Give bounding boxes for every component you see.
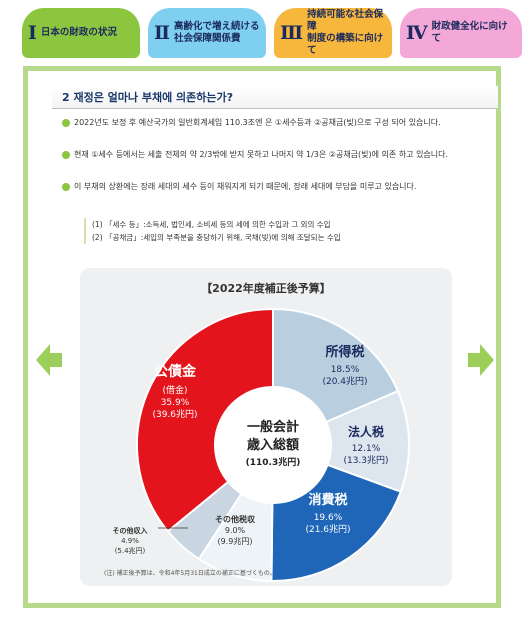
center-label-2: (110.3兆円) — [246, 456, 301, 468]
chart-title: 【2022年度補正後予算】 — [201, 282, 331, 295]
tab-chapter-3[interactable]: Ⅲ 持続可能な社会保障 制度の構築に向けて — [274, 8, 392, 58]
slice-label-4: その他収入 — [113, 526, 148, 535]
tab-number: Ⅰ — [28, 22, 37, 44]
center-label-1: 歳入総額 — [247, 437, 299, 453]
tab-label: 日本の財政の状況 — [40, 27, 117, 38]
tab-chapter-1[interactable]: Ⅰ 日本の財政の状況 — [22, 8, 140, 58]
chapter-tabs: Ⅰ 日本の財政の状況 Ⅱ 高齢化で増え続ける 社会保障関係費 Ⅲ 持続可能な社会… — [22, 8, 522, 60]
tab-label: 持続可能な社会保障 制度の構築に向けて — [307, 9, 384, 56]
slice-label-2: (21.6兆円) — [305, 524, 350, 535]
definition-notes: (1) 「세수 등」:소득세, 법인세, 소비세 등의 세에 의한 수입과 그 … — [84, 218, 490, 244]
note-2: (2) 「공채금」:세입의 부족분을 충당하기 위해, 국채(빚)에 의해 조달… — [92, 233, 341, 242]
bullet-item: 2022년도 보정 후 예산국가의 일반회계세입 110.3조엔 은 ①세수등과… — [62, 117, 486, 129]
tab-label: 財政健全化に向けて — [431, 21, 508, 44]
slice-label-5: (39.6兆円) — [152, 409, 197, 420]
section-header: 2 재정은 얼마나 부채에 의존하는가? — [52, 86, 498, 109]
bullet-item: 이 부채의 상환에는 장래 세대의 세수 등이 채워지게 되기 때문에, 장래 … — [62, 181, 486, 193]
slice-label-1: (13.3兆円) — [343, 455, 388, 466]
revenue-chart-panel: 【2022年度補正後予算】 所得税 18.5% (20.4兆円) 法人税 12.1% (1… — [80, 268, 452, 586]
slice-label-2: 19.6% — [314, 513, 343, 523]
prev-arrow-icon[interactable] — [36, 340, 62, 380]
pie-slice-5 — [136, 307, 274, 533]
center-label-0: 一般会計 — [247, 419, 299, 435]
tab-number: Ⅱ — [154, 22, 171, 44]
slice-label-0: 所得税 — [325, 344, 364, 360]
bullet-text: 현재 ①세수 등에서는 세출 전체의 약 2/3밖에 받지 못하고 나머지 약 … — [74, 150, 449, 159]
chart-footnote: (注) 補正後予算は、令和4年5月31日成立の補正に基づくもの。 — [104, 570, 276, 577]
slice-label-5: 公債金 — [154, 363, 197, 380]
slice-label-4: (5.4兆円) — [115, 546, 146, 555]
slice-label-1: 法人税 — [348, 424, 384, 439]
bullet-text: 2022년도 보정 후 예산국가의 일반회계세입 110.3조엔 은 ①세수등과… — [74, 118, 441, 127]
bullet-item: 현재 ①세수 등에서는 세출 전체의 약 2/3밖에 받지 못하고 나머지 약 … — [62, 149, 486, 161]
note-1: (1) 「세수 등」:소득세, 법인세, 소비세 등의 세에 의한 수입과 그 … — [92, 220, 331, 229]
slice-label-0: 18.5% — [331, 365, 360, 375]
slice-label-2: 消費税 — [308, 492, 347, 508]
slice-label-3: 9.0% — [225, 526, 246, 535]
slice-label-0: (20.4兆円) — [322, 376, 367, 387]
section-title: 2 재정은 얼마나 부채에 의존하는가? — [62, 91, 234, 104]
next-arrow-icon[interactable] — [468, 340, 494, 380]
slice-label-3: その他税収 — [215, 514, 256, 524]
slice-label-4: 4.9% — [121, 537, 139, 545]
bullet-text: 이 부채의 상환에는 장래 세대의 세수 등이 채워지게 되기 때문에, 장래 … — [74, 182, 417, 191]
pie-slice-0 — [272, 307, 400, 424]
tab-label: 高齢化で増え続ける 社会保障関係費 — [174, 21, 260, 44]
slice-label-5: 35.9% — [161, 398, 190, 408]
slice-label-3: (9.9兆円) — [218, 536, 253, 546]
slice-label-5: (借金) — [162, 384, 187, 396]
tab-chapter-2[interactable]: Ⅱ 高齢化で増え続ける 社会保障関係費 — [148, 8, 266, 58]
bullet-dot-icon — [62, 119, 70, 127]
bullet-dot-icon — [62, 151, 70, 159]
tab-number: Ⅲ — [280, 22, 304, 44]
bullet-dot-icon — [62, 183, 70, 191]
pie-slice-2 — [270, 463, 403, 582]
tab-number: Ⅳ — [406, 22, 428, 44]
pie-chart: 所得税 18.5%(20.4兆円) 法人税 12.1%(13.3兆円) 消費税 19.6%… — [113, 307, 410, 583]
slice-label-1: 12.1% — [352, 444, 381, 454]
tab-chapter-4[interactable]: Ⅳ 財政健全化に向けて — [400, 8, 522, 58]
pie-center — [216, 388, 330, 502]
